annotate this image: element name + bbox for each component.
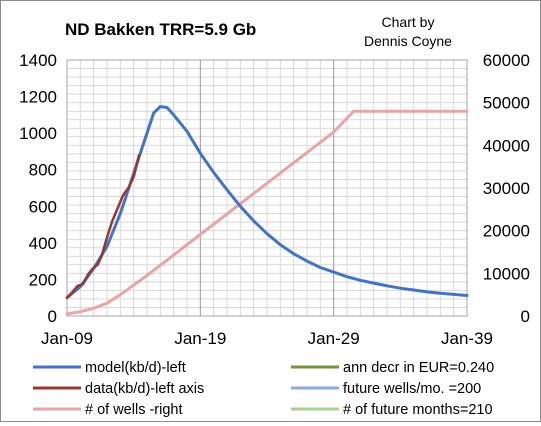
x-axis-tick-label: Jan-09 bbox=[41, 329, 93, 348]
x-axis-tick-label: Jan-29 bbox=[308, 329, 360, 348]
chart-credit-line2: Dennis Coyne bbox=[364, 33, 452, 49]
right-axis-tick-label: 0 bbox=[521, 307, 530, 326]
right-axis-tick-label: 40000 bbox=[483, 136, 530, 155]
series-layer bbox=[65, 105, 469, 316]
grid-lines bbox=[67, 60, 467, 316]
right-axis-tick-label: 60000 bbox=[483, 51, 530, 70]
left-axis-tick-label: 600 bbox=[29, 197, 57, 216]
legend: model(kb/d)-left ann decr in EUR=0.240 dat… bbox=[33, 360, 494, 418]
chart-credit-line1: Chart by bbox=[382, 14, 435, 30]
left-axis-tick-label: 1400 bbox=[19, 51, 57, 70]
left-axis-tick-label: 1200 bbox=[19, 88, 57, 107]
legend-label: model(kb/d)-left bbox=[85, 360, 186, 376]
legend-label: ann decr in EUR=0.240 bbox=[343, 360, 494, 376]
right-axis-tick-label: 20000 bbox=[483, 222, 530, 241]
legend-label: # of wells -right bbox=[85, 402, 183, 418]
right-axis-tick-label: 50000 bbox=[483, 94, 530, 113]
left-axis-tick-label: 400 bbox=[29, 234, 57, 253]
legend-label: # of future months=210 bbox=[343, 402, 493, 418]
left-axis-tick-label: 800 bbox=[29, 161, 57, 180]
left-axis-ticks: 0 200 400 600 800 1000 1200 1400 bbox=[19, 51, 57, 326]
right-axis-tick-label: 10000 bbox=[483, 264, 530, 283]
right-axis-tick-label: 30000 bbox=[483, 179, 530, 198]
x-axis-ticks: Jan-09 Jan-19 Jan-29 Jan-39 bbox=[41, 329, 493, 348]
left-axis-tick-label: 0 bbox=[48, 307, 57, 326]
legend-label: data(kb/d)-left axis bbox=[85, 381, 204, 397]
left-axis-tick-label: 200 bbox=[29, 270, 57, 289]
legend-label: future wells/mo. =200 bbox=[343, 381, 481, 397]
right-axis-ticks: 0 10000 20000 30000 40000 50000 60000 bbox=[483, 51, 530, 326]
series-line-of-wells-right bbox=[65, 109, 469, 316]
plot-area-border bbox=[66, 59, 468, 317]
chart-title: ND Bakken TRR=5.9 Gb bbox=[65, 20, 256, 39]
series-line-data-kb-d-left-axis bbox=[65, 153, 141, 299]
x-axis-tick-label: Jan-39 bbox=[441, 329, 493, 348]
left-axis-tick-label: 1000 bbox=[19, 124, 57, 143]
x-axis-tick-label: Jan-19 bbox=[174, 329, 226, 348]
